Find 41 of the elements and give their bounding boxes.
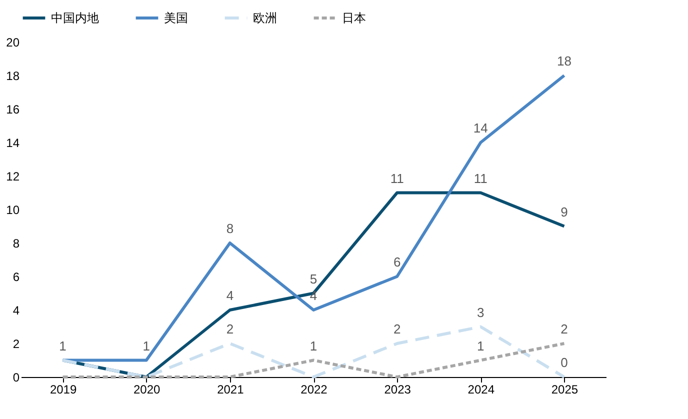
data-label: 11: [474, 170, 488, 186]
data-label: 6: [393, 254, 401, 270]
y-tick-label: 4: [12, 304, 20, 318]
x-tick-label: 2021: [217, 382, 244, 396]
data-label: 1: [142, 338, 150, 354]
x-tick-label: 2019: [50, 382, 77, 396]
data-label: 4: [226, 288, 234, 303]
data-label: 5: [310, 271, 318, 286]
legend-label: 中国内地: [51, 11, 99, 25]
data-label: 1: [310, 338, 318, 354]
data-label: 11: [390, 170, 404, 186]
x-tick-label: 2022: [300, 382, 328, 396]
data-label: 2: [226, 322, 234, 336]
y-tick-label: 18: [6, 69, 20, 83]
y-tick-label: 8: [12, 236, 20, 250]
y-tick-label: 0: [12, 370, 20, 384]
data-label: 1: [59, 338, 66, 354]
y-tick-label: 6: [12, 270, 20, 284]
data-label: 3: [477, 304, 484, 320]
data-label: 9: [560, 204, 568, 220]
x-tick-label: 2025: [551, 382, 578, 396]
y-tick-label: 14: [6, 136, 20, 150]
legend-label: 日本: [342, 11, 366, 25]
data-label: 0: [560, 355, 568, 370]
y-tick-label: 16: [6, 102, 20, 116]
y-tick-label: 20: [6, 36, 20, 50]
y-tick-label: 10: [6, 203, 20, 217]
line-series: [61, 325, 566, 378]
legend-label: 欧洲: [253, 11, 277, 25]
x-tick-label: 2024: [468, 382, 495, 396]
data-label: 18: [556, 54, 572, 68]
data-label: 8: [226, 221, 234, 236]
x-tick-label: 2023: [384, 382, 412, 396]
y-tick-label: 2: [12, 337, 20, 351]
x-tick-label: 2020: [134, 382, 161, 396]
data-label: 2: [393, 322, 401, 336]
data-label: 1: [477, 338, 484, 354]
data-label: 14: [473, 120, 488, 136]
data-label: 2: [560, 322, 568, 336]
y-tick-label: 12: [6, 170, 20, 184]
legend-label: 美国: [164, 11, 188, 25]
